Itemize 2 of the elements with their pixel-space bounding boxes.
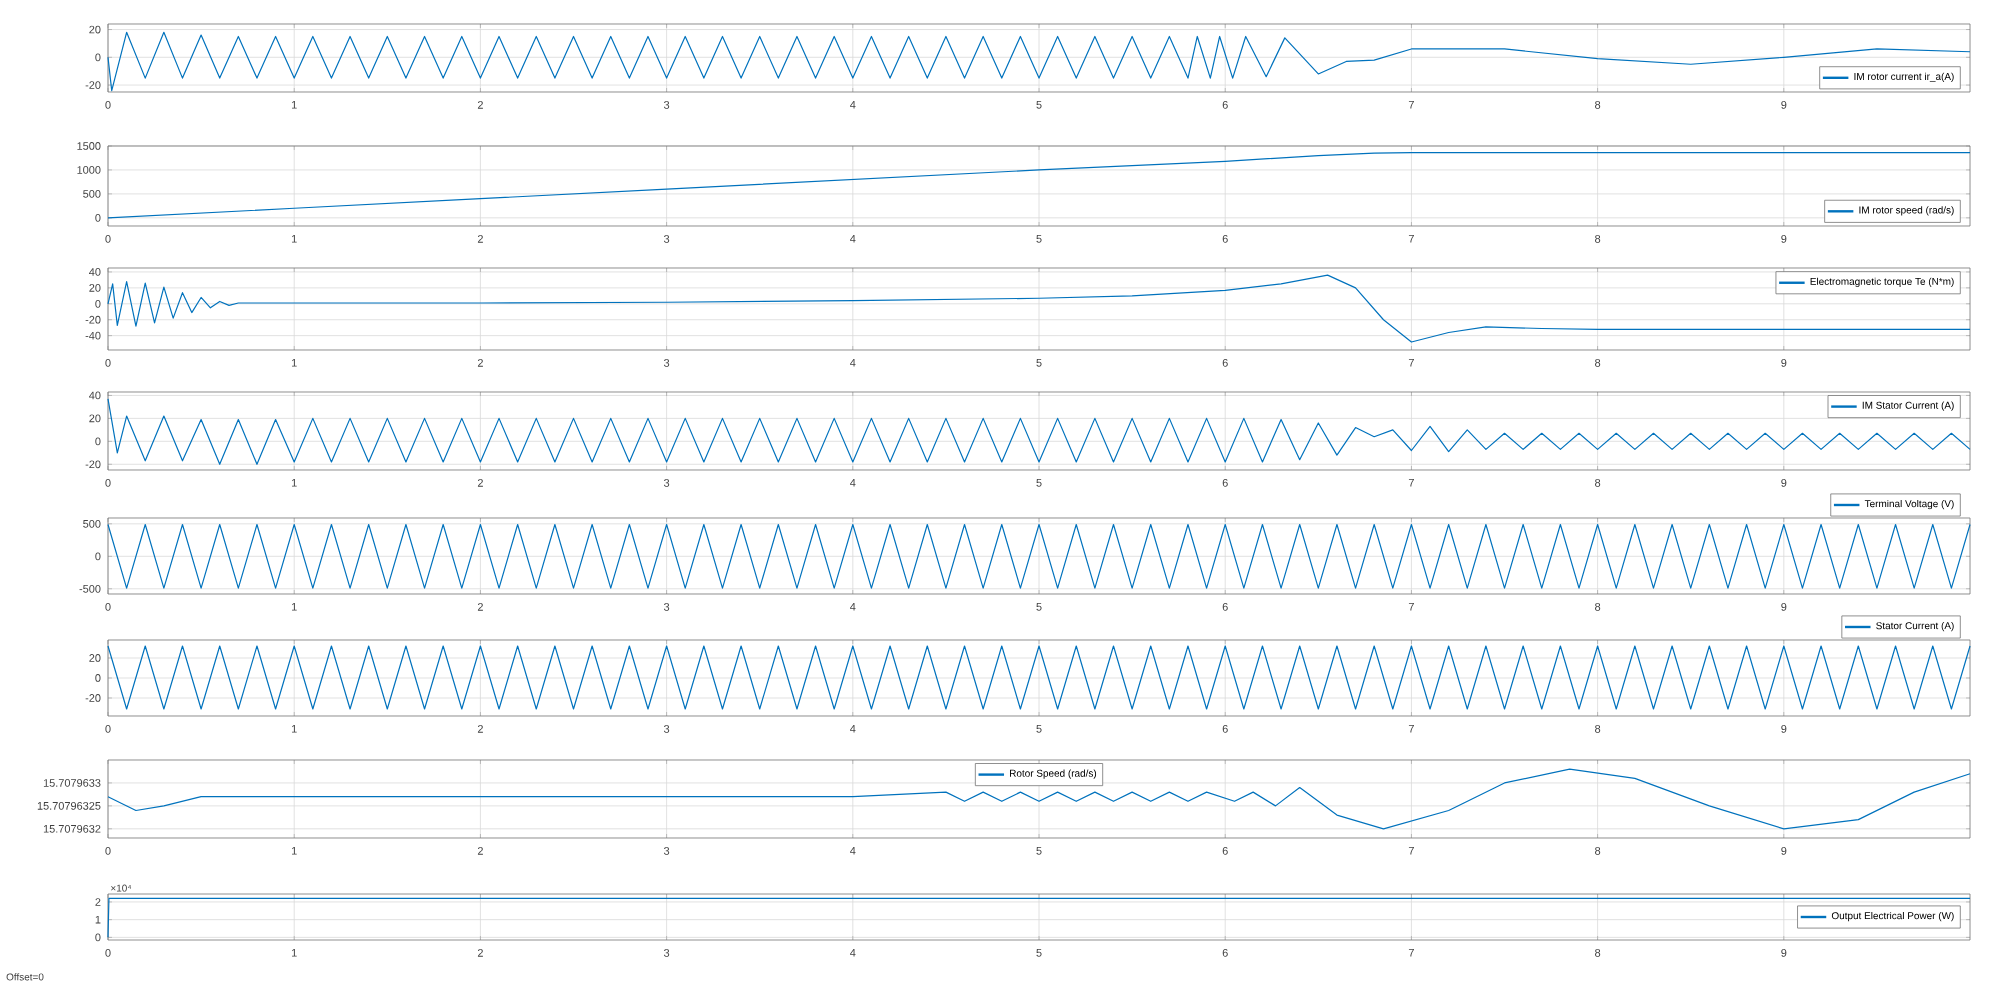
line-series <box>107 31 1971 92</box>
line-series <box>107 398 1971 465</box>
